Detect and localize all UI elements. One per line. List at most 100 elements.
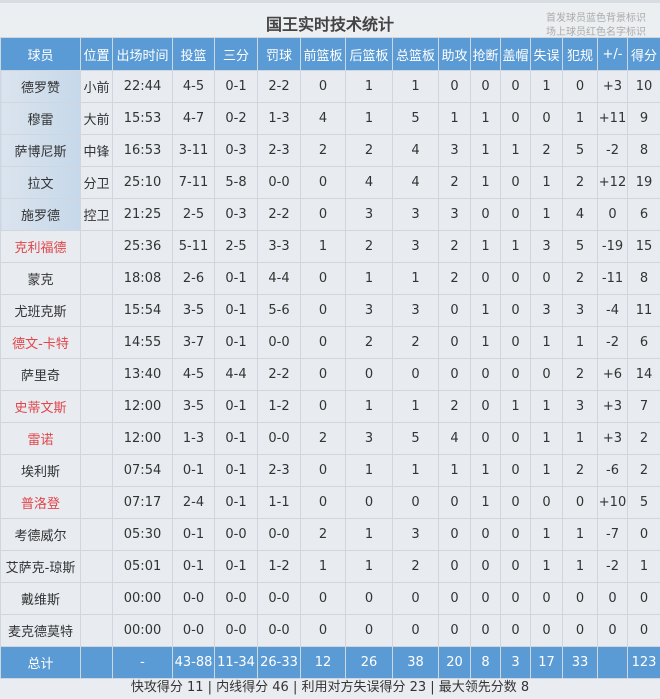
player-name[interactable]: 雷诺 (0, 422, 81, 455)
stat-cell: 0-3 (214, 198, 258, 231)
stat-cell: 1 (438, 102, 471, 135)
column-header[interactable]: 失误 (530, 37, 563, 71)
player-row: 史蒂文斯 12:00 3-5 0-1 1-2 0 1 1 2 0 1 1 3 +3 7 (0, 390, 660, 423)
player-name[interactable]: 麦克德莫特 (0, 614, 81, 647)
stat-cell: 1 (470, 166, 501, 199)
column-header[interactable]: 后篮板 (345, 37, 393, 71)
player-name[interactable]: 尤班克斯 (0, 294, 81, 327)
stat-cell: 0 (500, 358, 531, 391)
column-header[interactable]: 总篮板 (392, 37, 439, 71)
total-cell: 12 (300, 646, 346, 679)
stat-cell: 2 (562, 358, 598, 391)
player-row: 克利福德 25:36 5-11 2-5 3-3 1 2 3 2 1 1 3 5 -19 15 (0, 230, 660, 263)
stat-cell: 0 (438, 518, 471, 551)
stat-cell: 00:00 (112, 614, 173, 647)
stat-cell: 大前 (80, 102, 113, 135)
stat-cell: 1 (530, 70, 563, 103)
column-header[interactable]: 位置 (80, 37, 113, 71)
player-row: 麦克德莫特 00:00 0-0 0-0 0-0 0 0 0 0 0 0 0 0 0 0 (0, 614, 660, 647)
player-row: 戴维斯 00:00 0-0 0-0 0-0 0 0 0 0 0 0 0 0 0 0 (0, 582, 660, 615)
player-name[interactable]: 拉文 (0, 166, 81, 199)
stat-cell: 1 (530, 198, 563, 231)
stat-cell: 1 (470, 294, 501, 327)
stat-cell: 25:36 (112, 230, 173, 263)
player-name[interactable]: 普洛登 (0, 486, 81, 519)
stat-cell: 0 (392, 358, 439, 391)
stat-cell: 07:54 (112, 454, 173, 487)
stat-cell: 3 (562, 294, 598, 327)
stat-cell: 0 (500, 582, 531, 615)
stat-cell: -7 (597, 518, 628, 551)
player-name[interactable]: 施罗德 (0, 198, 81, 231)
stat-cell: 2 (627, 454, 660, 487)
stat-cell: 1 (345, 262, 393, 295)
column-header[interactable]: +/- (597, 37, 628, 71)
player-name[interactable]: 埃利斯 (0, 454, 81, 487)
stat-cell: 00:00 (112, 582, 173, 615)
stat-cell: 0 (438, 326, 471, 359)
stat-cell: 0 (562, 614, 598, 647)
column-header[interactable]: 前篮板 (300, 37, 346, 71)
player-name[interactable]: 艾萨克-琼斯 (0, 550, 81, 583)
stat-cell: 0-1 (214, 294, 258, 327)
stat-cell: 0 (530, 358, 563, 391)
total-cell: 26-33 (257, 646, 301, 679)
stat-cell: 0-1 (214, 422, 258, 455)
stat-cell: 4 (300, 102, 346, 135)
stat-cell: 2 (300, 518, 346, 551)
stat-cell: 1-2 (257, 550, 301, 583)
player-name[interactable]: 萨里奇 (0, 358, 81, 391)
stat-cell: 4 (392, 166, 439, 199)
stat-cell: 05:30 (112, 518, 173, 551)
player-row: 德罗赞 小前 22:44 4-5 0-1 2-2 0 1 1 0 0 0 1 0 +3 10 (0, 70, 660, 103)
stat-cell: 0-1 (214, 454, 258, 487)
player-row: 普洛登 07:17 2-4 0-1 1-1 0 0 0 0 1 0 0 0 +10 5 (0, 486, 660, 519)
column-header[interactable]: 盖帽 (500, 37, 531, 71)
player-name[interactable]: 戴维斯 (0, 582, 81, 615)
player-name[interactable]: 德文-卡特 (0, 326, 81, 359)
column-header[interactable]: 出场时间 (112, 37, 173, 71)
stat-cell: 4 (438, 422, 471, 455)
column-header[interactable]: 罚球 (257, 37, 301, 71)
stat-cell: 14 (627, 358, 660, 391)
player-row: 施罗德 控卫 21:25 2-5 0-3 2-2 0 3 3 3 0 0 1 4 0 6 (0, 198, 660, 231)
player-name[interactable]: 考德威尔 (0, 518, 81, 551)
stat-cell: 1 (627, 550, 660, 583)
totals-row: 总计 -43-88 11-34 26-33 12 26 38 20 8 3 17 33 123 (0, 646, 660, 679)
stat-cell: 1 (345, 454, 393, 487)
column-header[interactable]: 投篮 (172, 37, 215, 71)
stat-cell: 0 (392, 582, 439, 615)
stat-cell: 18:08 (112, 262, 173, 295)
stat-cell: 0 (500, 102, 531, 135)
stat-cell: 0 (470, 422, 501, 455)
player-name[interactable]: 德罗赞 (0, 70, 81, 103)
stat-cell: 1 (470, 326, 501, 359)
column-header[interactable]: 得分 (627, 37, 660, 71)
stat-cell: 3 (392, 198, 439, 231)
column-header[interactable]: 抢断 (470, 37, 501, 71)
stat-cell: 0 (438, 486, 471, 519)
stat-cell: 2-2 (257, 358, 301, 391)
stat-cell: 5-6 (257, 294, 301, 327)
stat-cell: 3-5 (172, 390, 215, 423)
stat-cell: 0-0 (257, 518, 301, 551)
column-header[interactable]: 三分 (214, 37, 258, 71)
column-header[interactable]: 助攻 (438, 37, 471, 71)
stat-cell: 2-4 (172, 486, 215, 519)
stat-cell: -6 (597, 454, 628, 487)
stat-cell: 0 (530, 614, 563, 647)
player-name[interactable]: 萨博尼斯 (0, 134, 81, 167)
player-name[interactable]: 蒙克 (0, 262, 81, 295)
player-row: 萨里奇 13:40 4-5 4-4 2-2 0 0 0 0 0 0 0 2 +6 14 (0, 358, 660, 391)
player-row: 拉文 分卫 25:10 7-11 5-8 0-0 0 4 4 2 1 0 1 2 +12 19 (0, 166, 660, 199)
stat-cell: 0 (597, 582, 628, 615)
stat-cell: 0 (345, 358, 393, 391)
stat-cell: 2-3 (257, 134, 301, 167)
column-header[interactable]: 球员 (0, 37, 81, 71)
player-name[interactable]: 史蒂文斯 (0, 390, 81, 423)
player-name[interactable]: 克利福德 (0, 230, 81, 263)
stat-cell (80, 486, 113, 519)
column-header[interactable]: 犯规 (562, 37, 598, 71)
player-name[interactable]: 穆雷 (0, 102, 81, 135)
stat-cell (80, 454, 113, 487)
